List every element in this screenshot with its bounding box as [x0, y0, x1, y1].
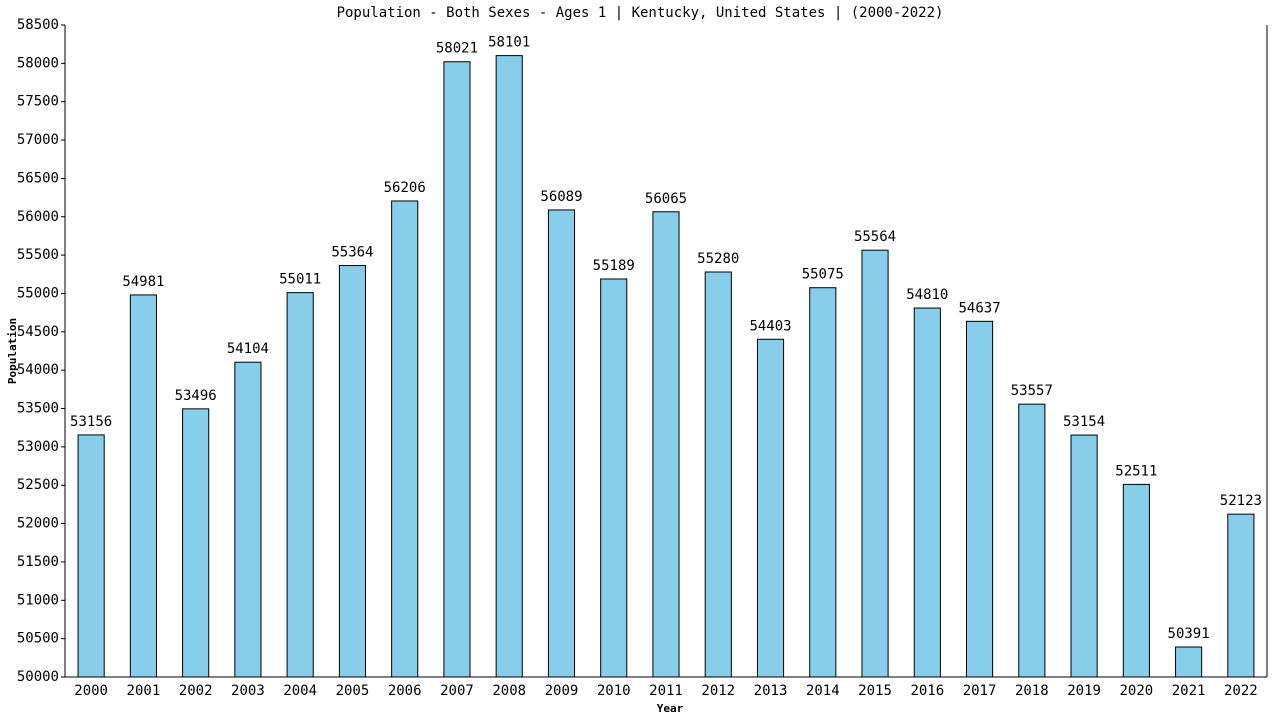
data-label: 52511 — [1115, 463, 1157, 479]
bar — [495, 55, 523, 678]
data-label: 56065 — [645, 191, 687, 207]
x-tick-label: 2008 — [492, 683, 526, 699]
x-tick-label: 2014 — [806, 683, 840, 699]
data-label: 53557 — [1011, 383, 1053, 399]
data-label: 55280 — [697, 251, 739, 267]
x-tick-label: 2002 — [179, 683, 213, 699]
bar — [234, 361, 262, 678]
y-tick-label: 57000 — [17, 132, 59, 148]
y-tick-label: 52000 — [17, 516, 59, 532]
data-label: 54810 — [906, 287, 948, 303]
data-label: 50391 — [1168, 626, 1210, 642]
chart-title: Population - Both Sexes - Ages 1 | Kentu… — [337, 5, 944, 21]
x-tick-label: 2016 — [910, 683, 944, 699]
data-label: 55364 — [331, 245, 373, 261]
bar — [286, 292, 314, 678]
y-tick-label: 58000 — [17, 55, 59, 71]
x-tick-label: 2010 — [597, 683, 631, 699]
bar — [1122, 483, 1150, 678]
bar — [129, 294, 157, 678]
bar — [77, 434, 105, 678]
x-axis-label: Year — [657, 702, 684, 715]
bar — [704, 271, 732, 678]
bar — [338, 265, 367, 678]
bar — [861, 249, 889, 678]
x-tick-label: 2009 — [545, 683, 579, 699]
x-tick-label: 2005 — [336, 683, 370, 699]
y-tick-label: 50500 — [17, 631, 59, 647]
data-label: 55011 — [279, 272, 321, 288]
x-tick-label: 2003 — [231, 683, 265, 699]
data-label: 54981 — [122, 274, 164, 290]
bar — [1227, 513, 1255, 678]
x-tick-label: 2017 — [963, 683, 997, 699]
data-label: 55075 — [802, 267, 844, 283]
bar — [391, 200, 419, 678]
bar — [756, 338, 785, 678]
data-label: 56089 — [540, 189, 582, 205]
bar — [182, 408, 210, 678]
x-tick-label: 2020 — [1119, 683, 1153, 699]
data-label: 55564 — [854, 229, 896, 245]
y-tick-label: 53500 — [17, 401, 59, 417]
x-tick-label: 2021 — [1172, 683, 1206, 699]
y-tick-label: 51000 — [17, 592, 59, 608]
bar — [443, 61, 471, 678]
data-label: 53154 — [1063, 414, 1105, 430]
data-label: 58101 — [488, 35, 530, 51]
y-tick-label: 54000 — [17, 362, 59, 378]
y-tick-label: 58500 — [17, 17, 59, 33]
y-axis-label: Population — [6, 318, 19, 384]
y-tick-label: 55000 — [17, 285, 59, 301]
bar — [547, 209, 576, 678]
y-tick-label: 54500 — [17, 324, 59, 340]
x-tick-label: 2006 — [388, 683, 422, 699]
x-tick-label: 2013 — [754, 683, 788, 699]
bar — [1175, 646, 1203, 678]
x-tick-label: 2004 — [283, 683, 317, 699]
y-tick-label: 57500 — [17, 94, 59, 110]
data-label: 53156 — [70, 414, 112, 430]
x-tick-label: 2007 — [440, 683, 474, 699]
data-label: 55189 — [593, 258, 635, 274]
bar — [600, 278, 628, 678]
data-label: 54403 — [749, 318, 791, 334]
bar — [1018, 403, 1046, 678]
data-label: 53496 — [175, 388, 217, 404]
x-tick-label: 2019 — [1067, 683, 1101, 699]
y-tick-label: 53000 — [17, 439, 59, 455]
x-tick-label: 2001 — [127, 683, 161, 699]
x-tick-label: 2022 — [1224, 683, 1258, 699]
y-tick-label: 55500 — [17, 247, 59, 263]
y-tick-label: 56000 — [17, 209, 59, 225]
bar — [809, 287, 837, 678]
x-tick-label: 2015 — [858, 683, 892, 699]
bar — [1070, 434, 1098, 678]
bar — [652, 211, 680, 678]
data-label: 56206 — [384, 180, 426, 196]
y-tick-label: 52500 — [17, 477, 59, 493]
data-label: 58021 — [436, 41, 478, 57]
x-tick-label: 2011 — [649, 683, 683, 699]
bar — [966, 320, 994, 678]
y-tick-label: 56500 — [17, 170, 59, 186]
y-tick-label: 51500 — [17, 554, 59, 570]
data-label: 52123 — [1220, 493, 1262, 509]
data-label: 54104 — [227, 341, 269, 357]
x-tick-label: 2012 — [701, 683, 735, 699]
y-tick-label: 50000 — [17, 669, 59, 685]
bar — [913, 307, 941, 678]
x-tick-label: 2018 — [1015, 683, 1049, 699]
data-label: 54637 — [958, 300, 1000, 316]
x-tick-label: 2000 — [74, 683, 108, 699]
